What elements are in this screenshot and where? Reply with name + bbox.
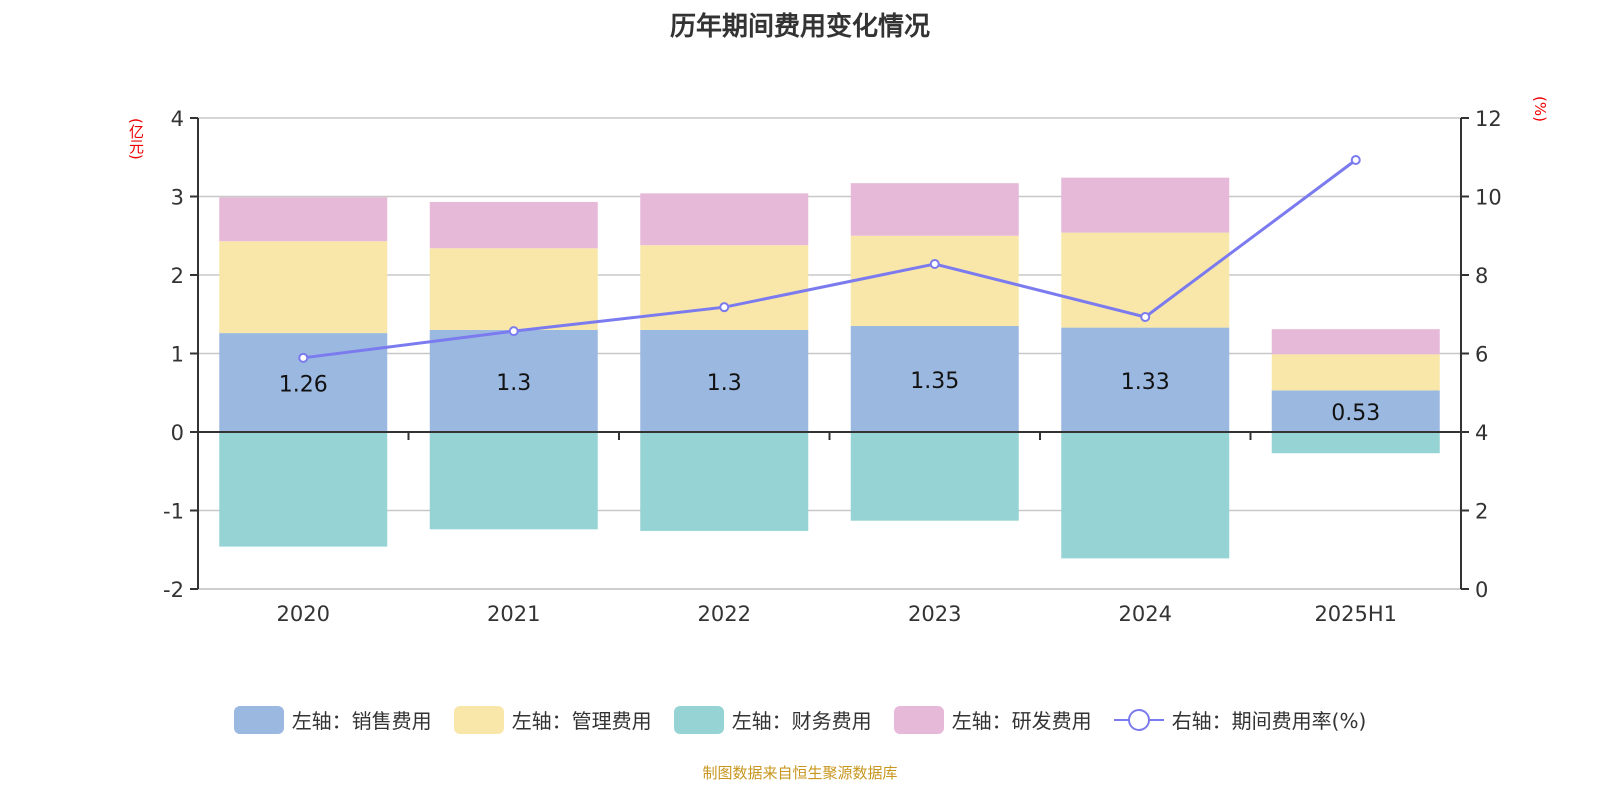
right-axis-tick-label: 8 bbox=[1475, 264, 1488, 288]
rate-point bbox=[1140, 311, 1151, 322]
bar-data-label: 0.53 bbox=[1331, 401, 1380, 426]
bar-segment bbox=[429, 248, 598, 330]
bar-segment bbox=[1061, 432, 1230, 559]
x-axis-tick-label: 2023 bbox=[908, 602, 961, 626]
legend: 左轴：销售费用 左轴：管理费用 左轴：财务费用 左轴：研发费用 右轴：期间费用率… bbox=[0, 705, 1600, 734]
rate-point bbox=[929, 259, 940, 270]
right-axis-tick-label: 2 bbox=[1475, 500, 1488, 524]
bar-segment bbox=[219, 241, 388, 334]
legend-swatch bbox=[453, 705, 504, 734]
bar-segment bbox=[1271, 329, 1440, 355]
source-footer: 制图数据来自恒生聚源数据库 bbox=[702, 764, 898, 782]
bar-segment bbox=[1061, 327, 1230, 432]
legend-label: 右轴：期间费用率(%) bbox=[1171, 709, 1367, 733]
legend-item-finance[interactable]: 左轴：财务费用 bbox=[673, 705, 872, 734]
left-axis-tick-label: 0 bbox=[171, 421, 184, 445]
legend-label: 左轴：销售费用 bbox=[291, 709, 432, 733]
left-axis-tick-label: 3 bbox=[171, 186, 184, 210]
left-axis-unit: (亿元) bbox=[127, 118, 145, 160]
bar-data-label: 1.3 bbox=[496, 371, 531, 396]
left-axis-tick-label: -1 bbox=[163, 500, 184, 524]
rate-point bbox=[719, 302, 730, 313]
bar-segment bbox=[219, 197, 388, 242]
left-axis-tick-label: 4 bbox=[171, 107, 184, 131]
legend-label: 左轴：研发费用 bbox=[951, 709, 1092, 733]
bar-segment bbox=[1271, 390, 1440, 432]
legend-item-sales[interactable]: 左轴：销售费用 bbox=[233, 705, 432, 734]
legend-swatch bbox=[233, 705, 284, 734]
left-axis-tick-label: 2 bbox=[171, 264, 184, 288]
legend-label: 左轴：管理费用 bbox=[511, 709, 652, 733]
x-axis-tick-label: 2020 bbox=[277, 602, 330, 626]
legend-label: 左轴：财务费用 bbox=[731, 709, 872, 733]
x-axis-tick-label: 2024 bbox=[1119, 602, 1172, 626]
bar-segment bbox=[1271, 432, 1440, 454]
bar-segment bbox=[429, 201, 598, 249]
bar-segment bbox=[429, 432, 598, 530]
bar-data-label: 1.33 bbox=[1121, 370, 1170, 395]
rate-point bbox=[298, 352, 309, 363]
rate-line bbox=[303, 158, 1357, 360]
rate-point bbox=[1350, 154, 1361, 165]
right-axis-tick-label: 12 bbox=[1475, 107, 1502, 131]
bar-data-label: 1.26 bbox=[279, 373, 328, 398]
bar-data-label: 1.3 bbox=[707, 371, 742, 396]
bar-segment bbox=[1061, 177, 1230, 233]
bar-segment bbox=[1271, 354, 1440, 391]
x-axis-tick-label: 2025H1 bbox=[1314, 602, 1397, 626]
bar-segment bbox=[640, 432, 809, 531]
bar-segment bbox=[219, 432, 388, 547]
chart-title: 历年期间费用变化情况 bbox=[669, 12, 930, 42]
bar-segment bbox=[640, 329, 809, 432]
bar-segment bbox=[640, 193, 809, 246]
legend-item-rate[interactable]: 右轴：期间费用率(%) bbox=[1113, 705, 1367, 734]
legend-swatch bbox=[673, 705, 724, 734]
x-axis-tick-label: 2022 bbox=[698, 602, 751, 626]
left-axis-tick-label: 1 bbox=[171, 343, 184, 367]
x-axis-tick-label: 2021 bbox=[487, 602, 540, 626]
right-axis-tick-label: 6 bbox=[1475, 343, 1488, 367]
legend-swatch bbox=[893, 705, 944, 734]
bar-segment bbox=[850, 235, 1019, 327]
right-axis-tick-label: 4 bbox=[1475, 421, 1488, 445]
left-axis-tick-label: -2 bbox=[163, 578, 184, 602]
bar-segment bbox=[640, 245, 809, 330]
right-axis-tick-label: 0 bbox=[1475, 578, 1488, 602]
right-axis-tick-label: 10 bbox=[1475, 186, 1502, 210]
bar-data-label: 1.35 bbox=[910, 369, 959, 394]
legend-item-rd[interactable]: 左轴：研发费用 bbox=[893, 705, 1092, 734]
legend-item-admin[interactable]: 左轴：管理费用 bbox=[453, 705, 652, 734]
bar-segment bbox=[850, 183, 1019, 236]
rate-point bbox=[508, 326, 519, 337]
line-marker-icon bbox=[1113, 708, 1164, 731]
bar-segment bbox=[850, 432, 1019, 521]
bar-segment bbox=[850, 326, 1019, 432]
right-axis-unit: (%) bbox=[1531, 96, 1549, 122]
bar-segment bbox=[429, 329, 598, 432]
bar-segment bbox=[1061, 232, 1230, 328]
